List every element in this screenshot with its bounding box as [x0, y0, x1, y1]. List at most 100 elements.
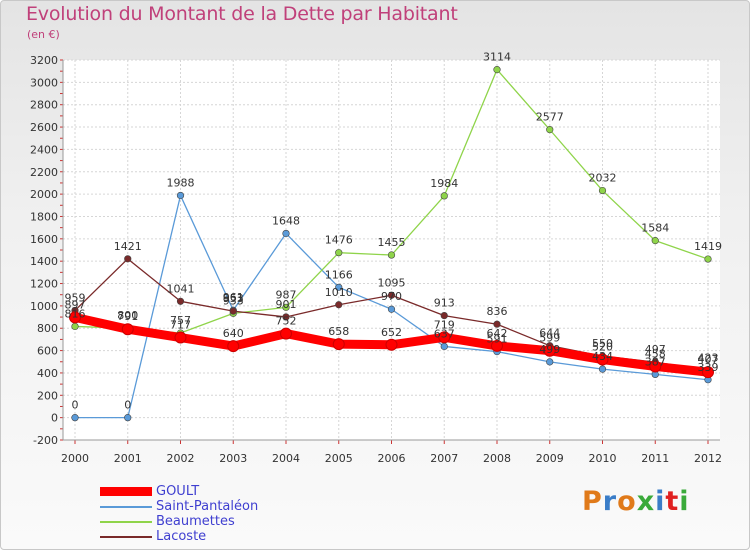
- y-tick-label: 400: [37, 367, 58, 380]
- y-tick-label: 3000: [30, 76, 58, 89]
- legend-label: Saint-Pantaléon: [156, 499, 259, 514]
- data-point: [385, 338, 398, 351]
- data-label: 0: [124, 399, 131, 412]
- data-label: 599: [539, 332, 560, 345]
- x-tick-label: 2003: [219, 452, 247, 465]
- data-label: 644: [539, 327, 560, 340]
- data-label: 1648: [272, 214, 300, 227]
- data-point: [543, 344, 556, 357]
- data-point: [280, 327, 292, 340]
- data-label: 1476: [325, 234, 353, 247]
- data-label: 970: [381, 290, 402, 303]
- data-label: 953: [223, 292, 244, 305]
- data-label: 717: [170, 319, 191, 332]
- data-point: [176, 191, 185, 200]
- data-point: [174, 331, 187, 344]
- x-tick-label: 2010: [589, 452, 617, 465]
- chart-axes: -200020040060080010001200140016001800200…: [30, 54, 722, 465]
- chart-series: [69, 66, 714, 422]
- data-point: [387, 251, 396, 259]
- data-label: 1984: [430, 177, 458, 190]
- data-label: 1166: [325, 268, 353, 281]
- y-tick-label: 1200: [30, 278, 58, 291]
- legend-label: GOULT: [156, 484, 200, 499]
- data-label: 800: [117, 309, 138, 322]
- data-point: [124, 414, 132, 422]
- legend-swatch: [100, 521, 152, 523]
- x-tick-label: 2000: [61, 452, 89, 465]
- data-point: [440, 342, 448, 351]
- data-point: [702, 366, 714, 379]
- data-point: [440, 192, 448, 200]
- x-tick-label: 2009: [536, 452, 564, 465]
- data-label: 2032: [589, 172, 617, 185]
- data-point: [546, 358, 554, 366]
- data-point: [229, 307, 237, 315]
- logo-letter: x: [636, 486, 656, 517]
- data-point: [124, 255, 132, 263]
- y-tick-label: 2200: [30, 166, 58, 179]
- legend-swatch: [100, 506, 152, 508]
- logo-letter: i: [655, 486, 666, 517]
- legend-label: Beaumettes: [156, 514, 235, 529]
- logo-letter: r: [602, 486, 618, 517]
- data-label: 2577: [536, 111, 564, 124]
- data-point: [598, 365, 607, 373]
- logo-letter: P: [582, 486, 603, 517]
- data-point: [282, 229, 290, 238]
- proxiti-logo: Proxiti: [582, 486, 690, 517]
- data-label: 933: [223, 294, 244, 307]
- logo-letter: t: [665, 486, 680, 517]
- data-label: 458: [645, 347, 666, 360]
- chart-data-labels: 897 791 717 640 752 658 652 719 642 599 520 458 407 0…: [65, 51, 723, 412]
- data-label: 423: [698, 351, 719, 364]
- y-tick-label: -200: [33, 434, 58, 447]
- data-point: [493, 66, 501, 74]
- data-label: 637: [434, 327, 455, 340]
- y-tick-label: 3200: [30, 54, 58, 67]
- y-tick-label: 2600: [30, 121, 58, 134]
- data-point: [649, 360, 662, 373]
- data-point: [704, 255, 712, 263]
- data-point: [71, 322, 79, 331]
- data-label: 816: [65, 307, 86, 320]
- data-point: [335, 283, 343, 291]
- x-tick-label: 2005: [325, 452, 353, 465]
- data-label: 1988: [167, 176, 195, 189]
- y-tick-label: 1600: [30, 233, 58, 246]
- y-tick-label: 0: [51, 412, 58, 425]
- data-label: 652: [381, 326, 402, 339]
- logo-letter: o: [617, 486, 637, 517]
- y-tick-label: 1800: [30, 210, 58, 223]
- legend-swatch: [100, 536, 152, 538]
- x-tick-label: 2007: [430, 452, 458, 465]
- data-point: [282, 303, 290, 311]
- data-point: [121, 323, 134, 336]
- legend-swatch: [100, 487, 152, 496]
- x-tick-label: 2002: [167, 452, 195, 465]
- y-tick-label: 2800: [30, 99, 58, 112]
- data-point: [491, 339, 503, 352]
- data-label: 407: [698, 353, 719, 366]
- chart-grid: [63, 59, 720, 441]
- x-tick-label: 2012: [694, 452, 722, 465]
- y-tick-label: 1400: [30, 255, 58, 268]
- data-label: 836: [487, 305, 508, 318]
- y-tick-label: 2400: [30, 143, 58, 156]
- x-tick-label: 2008: [483, 452, 511, 465]
- data-label: 752: [276, 315, 297, 328]
- data-label: 791: [117, 310, 138, 323]
- data-label: 339: [698, 361, 719, 374]
- data-label: 897: [65, 298, 86, 311]
- data-label: 959: [65, 291, 86, 304]
- chart-subtitle: (en €): [27, 28, 60, 41]
- data-label: 961: [223, 291, 244, 304]
- x-tick-label: 2006: [378, 452, 406, 465]
- chart-title: Evolution du Montant de la Dette par Hab…: [26, 3, 458, 25]
- legend-label: Lacoste: [156, 529, 207, 544]
- data-point: [176, 297, 185, 305]
- data-point: [335, 249, 343, 257]
- data-point: [598, 186, 607, 195]
- data-label: 987: [276, 288, 297, 301]
